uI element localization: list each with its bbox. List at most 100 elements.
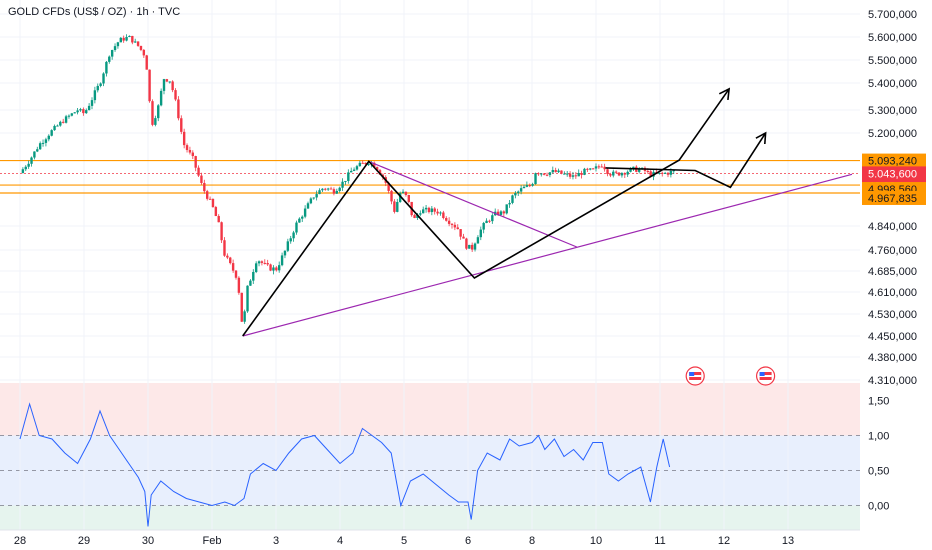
y-tick-label-4: 5.300,000	[868, 105, 917, 117]
candle-body-172	[517, 191, 520, 194]
candle-body-142	[430, 208, 434, 213]
candle-body-19	[76, 110, 79, 113]
candle-body-32	[113, 46, 117, 51]
level-tag-0-bg	[862, 153, 926, 168]
candle-body-223	[663, 172, 667, 174]
candle-body-122	[373, 162, 376, 168]
candle-body-159	[479, 229, 482, 238]
candle-body-14	[62, 121, 65, 123]
candle-body-123	[375, 167, 379, 171]
candle-body-89	[278, 265, 281, 271]
candle-body-91	[283, 250, 287, 256]
candle-body-212	[632, 166, 635, 169]
candle-body-81	[254, 263, 258, 272]
candle-body-193	[577, 172, 580, 177]
candle-body-195	[583, 168, 586, 175]
candle-body-151	[456, 227, 459, 230]
candle-body-149	[450, 223, 454, 225]
candle-body-31	[110, 50, 114, 57]
flag-canton-0	[689, 372, 695, 376]
trendline-0	[242, 173, 853, 337]
candle-body-42	[142, 49, 146, 56]
candle-body-21	[82, 109, 85, 114]
candle-body-191	[571, 175, 575, 177]
candle-body-97	[301, 216, 304, 219]
candle-body-51	[168, 81, 171, 83]
candle-body-176	[528, 185, 531, 187]
candle-body-145	[439, 212, 442, 214]
candle-body-38	[131, 35, 134, 43]
candle-body-11	[53, 125, 56, 131]
candle-body-110	[338, 187, 341, 191]
x-tick-label-7: 6	[465, 535, 471, 547]
candle-body-17	[70, 113, 74, 116]
candle-body-117	[358, 162, 362, 167]
x-tick-label-1: 29	[78, 535, 90, 547]
y-tick-label-12: 4.380,000	[868, 352, 917, 364]
candle-body-208	[620, 173, 624, 176]
candle-body-30	[108, 56, 111, 62]
candle-body-217	[646, 170, 650, 172]
candle-body-98	[303, 208, 307, 217]
candle-body-102	[315, 194, 318, 198]
candle-body-103	[318, 190, 321, 195]
candle-body-92	[286, 241, 290, 251]
candle-body-100	[309, 198, 313, 204]
candle-body-221	[658, 172, 661, 174]
candle-body-54	[177, 99, 180, 119]
candle-body-153	[462, 236, 465, 239]
y-tick-label-10: 4.530,000	[868, 309, 917, 321]
candle-body-76	[240, 292, 243, 322]
flag-band-1	[759, 375, 772, 377]
candle-body-204	[609, 174, 612, 176]
candle-body-72	[229, 257, 232, 264]
level-tag-2-bg	[862, 190, 926, 205]
candle-body-113	[347, 172, 350, 181]
candle-body-33	[116, 42, 120, 47]
candle-body-50	[165, 79, 169, 82]
candle-body-180	[540, 173, 543, 175]
candle-body-4	[33, 151, 36, 158]
x-tick-label-12: 13	[782, 535, 794, 547]
candle-body-165	[496, 211, 500, 215]
candle-body-8	[44, 139, 48, 143]
candle-body-69	[220, 222, 223, 241]
candle-body-192	[574, 175, 578, 177]
candle-body-116	[355, 166, 359, 170]
candle-body-127	[387, 182, 390, 191]
candle-body-218	[649, 171, 652, 177]
candle-body-194	[580, 172, 583, 175]
projection-arrow-main-head	[718, 87, 731, 100]
candle-body-107	[329, 188, 333, 190]
x-tick-label-3: Feb	[203, 535, 222, 547]
candle-body-65	[208, 198, 212, 200]
candle-body-183	[548, 172, 552, 176]
candle-body-101	[312, 197, 315, 199]
candle-body-40	[136, 41, 140, 46]
candle-body-48	[159, 90, 163, 106]
candle-body-95	[295, 222, 298, 233]
candle-body-29	[105, 61, 108, 74]
candle-body-23	[87, 105, 91, 111]
candle-body-226	[672, 170, 675, 172]
candle-body-44	[148, 69, 151, 102]
candle-body-143	[433, 208, 436, 212]
candle-body-73	[231, 263, 235, 271]
candle-body-36	[125, 36, 128, 41]
candle-body-70	[223, 240, 226, 256]
candle-body-129	[393, 201, 396, 212]
candle-body-178	[534, 173, 537, 185]
candle-body-18	[73, 112, 76, 114]
level-tag-0: 5.093,240	[868, 156, 917, 168]
candle-body-201	[600, 166, 603, 168]
candle-body-83	[260, 261, 264, 263]
candle-body-162	[488, 220, 491, 222]
candle-body-147	[445, 218, 448, 221]
candle-body-181	[542, 173, 546, 175]
candle-body-13	[59, 121, 62, 126]
candle-body-114	[350, 170, 353, 173]
trendline-1	[368, 160, 578, 248]
candle-body-34	[119, 37, 122, 43]
